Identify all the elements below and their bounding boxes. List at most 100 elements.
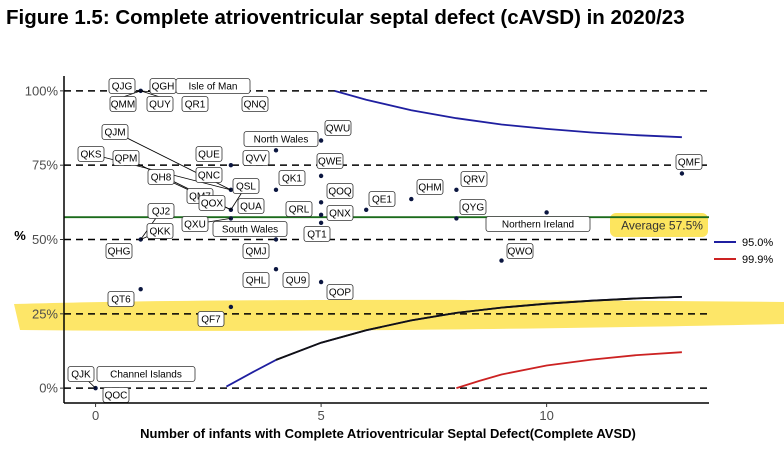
point-label-text: QMM [111, 100, 135, 111]
point-label: Isle of Man [175, 78, 251, 94]
point-label-box [368, 191, 396, 207]
point-label: QE1 [368, 191, 396, 207]
point-label-text: QXU [184, 220, 206, 231]
point-label-text: QYG [462, 203, 484, 214]
point-label: QNX [326, 205, 354, 221]
point-label: QOX [198, 195, 226, 211]
point-label-box [303, 226, 331, 242]
data-point [409, 196, 414, 202]
data-point [273, 267, 279, 272]
limit-95-0pct-upper [334, 90, 682, 139]
point-label: QMJ [242, 243, 270, 259]
point-label: QT1 [303, 226, 331, 242]
point-label-box [326, 183, 354, 199]
limit-annotation-stroke [275, 296, 682, 361]
point-label-box [242, 272, 270, 288]
point-label-text: QOX [201, 199, 224, 210]
legend: 95.0% 99.9% [714, 237, 773, 266]
point-label-text: QNQ [244, 100, 267, 111]
point-label-box [278, 170, 306, 186]
x-tick-label: 5 [317, 408, 324, 423]
point-label: QOP [326, 284, 354, 300]
point-label-box [146, 223, 174, 239]
point-label-text: QE1 [372, 195, 392, 206]
limit-99-9pct-lower [456, 351, 682, 389]
point-label-box [241, 96, 269, 112]
point-label: QNQ [241, 96, 269, 112]
data-point [679, 171, 685, 176]
data-points [93, 88, 685, 391]
point-label-box [77, 146, 105, 162]
point-label: Northern Ireland [485, 216, 591, 232]
point-label-text: QWO [508, 247, 533, 258]
point-label: QJ2 [147, 203, 175, 219]
point-label-text: QKK [149, 227, 170, 238]
point-label: QUA [237, 198, 265, 214]
point-label: QRL [285, 201, 313, 217]
data-point [228, 162, 234, 168]
point-label: QHG [105, 243, 133, 259]
y-tick-label: 50% [32, 232, 58, 247]
point-label-text: QU9 [286, 276, 307, 287]
point-label-box [107, 291, 135, 307]
point-label: Channel Islands [96, 366, 196, 382]
data-point [318, 200, 324, 205]
point-label-box [195, 167, 223, 183]
reference-lines [64, 90, 709, 389]
point-label-text: QT6 [111, 295, 131, 306]
data-point [138, 286, 143, 292]
y-tick-label: 75% [32, 158, 58, 173]
point-label: QRV [460, 171, 488, 187]
point-label: QH8 [147, 169, 175, 185]
point-label-text: QNC [198, 171, 220, 182]
point-label: QUY [146, 96, 174, 112]
x-axis-ticks: 0 5 10 [92, 403, 554, 423]
point-label-text: Channel Islands [110, 370, 182, 381]
point-label-text: QSL [236, 182, 256, 193]
point-label-text: QVV [245, 154, 266, 165]
data-point [454, 216, 459, 221]
label-leader [122, 90, 141, 98]
data-point [273, 187, 279, 193]
point-label-text: QJM [104, 128, 125, 139]
data-point [499, 258, 504, 263]
point-label-box [326, 284, 354, 300]
data-point [273, 237, 279, 242]
point-label: North Wales [243, 131, 319, 147]
x-tick-label: 0 [92, 408, 99, 423]
y-tick-label: 25% [32, 306, 58, 321]
point-label: QMM [109, 96, 137, 112]
point-label: QOQ [326, 183, 354, 199]
point-label-box [285, 201, 313, 217]
y-axis-title: % [14, 228, 26, 243]
point-label: QHL [242, 272, 270, 288]
point-label-box [506, 243, 534, 259]
point-label-box [198, 195, 226, 211]
data-point [318, 279, 324, 285]
average-label: Average 57.5% [621, 219, 703, 233]
point-label-text: QT1 [307, 230, 327, 241]
data-point [318, 173, 324, 179]
point-label-text: QGH [152, 82, 175, 93]
point-label-text: QR1 [185, 100, 206, 111]
point-label-text: QUA [240, 202, 262, 213]
point-label-text: QRV [463, 175, 485, 186]
figure-title: Figure 1.5: Complete atrioventricular se… [6, 6, 685, 29]
point-label-box [416, 179, 444, 195]
y-tick-label: 100% [25, 83, 59, 98]
legend-label: 95.0% [742, 237, 773, 249]
label-leader [140, 90, 161, 98]
point-label: South Wales [212, 221, 288, 237]
point-label-text: South Wales [222, 225, 278, 236]
point-label-box [101, 124, 129, 140]
data-point [364, 207, 369, 212]
point-label-box [242, 150, 270, 166]
y-tick-label: 0% [39, 381, 58, 396]
point-label-text: Northern Ireland [502, 220, 574, 231]
point-label-text: QMJ [245, 247, 266, 258]
point-label: QNC [195, 167, 223, 183]
point-label-text: QNX [329, 209, 351, 220]
point-label: QWE [316, 153, 344, 169]
point-label-box [109, 96, 137, 112]
